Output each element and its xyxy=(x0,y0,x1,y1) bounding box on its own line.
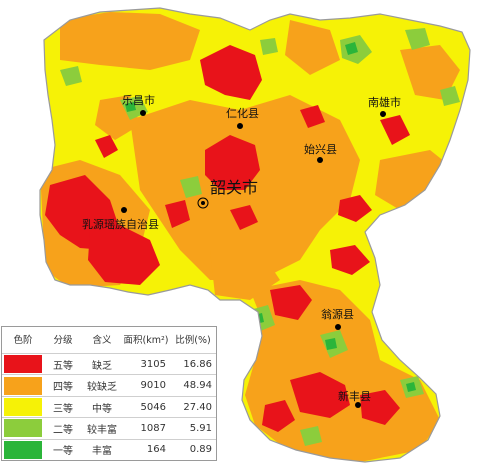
legend-grade: 四等 xyxy=(44,374,82,397)
legend-grade: 五等 xyxy=(44,353,82,376)
legend-row: 三等 中等 5046 27.40 xyxy=(2,396,216,419)
legend-header-area: 面积(km²) xyxy=(122,327,170,354)
nanxiong-marker xyxy=(380,111,386,117)
legend-meaning: 中等 xyxy=(82,396,122,419)
legend-ratio: 27.40 xyxy=(170,396,216,419)
legend-header-ratio: 比例(%) xyxy=(170,327,216,354)
wengyuan-marker xyxy=(335,324,341,330)
legend-area: 9010 xyxy=(122,374,170,397)
legend-ratio: 0.89 xyxy=(189,444,212,456)
legend-meaning: 丰富 xyxy=(92,446,112,458)
lechang-label: 乐昌市 xyxy=(122,93,155,107)
capital-marker xyxy=(201,201,205,205)
capital-marker-ring xyxy=(197,197,209,209)
legend-swatch-grade1 xyxy=(4,440,42,459)
renhua-marker xyxy=(237,123,243,129)
places-layer: 乐昌市 仁化县 南雄市 始兴县 韶关市 乳源瑶族自治县 翁源县 新丰县 xyxy=(82,93,401,408)
lechang-marker xyxy=(140,110,146,116)
legend-swatch-grade3 xyxy=(4,398,42,417)
shixing-marker xyxy=(317,157,323,163)
legend-header-swatch: 色阶 xyxy=(2,327,44,354)
legend-header-meaning: 含义 xyxy=(82,327,122,354)
nanxiong-label: 南雄市 xyxy=(368,95,401,109)
legend-ratio: 5.91 xyxy=(170,417,216,440)
legend-area: 164 xyxy=(146,444,166,456)
legend-area: 3105 xyxy=(122,353,170,376)
renhua-label: 仁化县 xyxy=(226,106,259,120)
xinfeng-label: 新丰县 xyxy=(338,389,371,403)
legend-grade: 二等 xyxy=(44,417,82,440)
legend-row: 五等 缺乏 3105 16.86 xyxy=(2,353,216,376)
legend-meaning: 较丰富 xyxy=(82,417,122,440)
xinfeng-marker xyxy=(355,402,361,408)
legend-area: 5046 xyxy=(122,396,170,419)
legend-row: 二等 较丰富 1087 5.91 xyxy=(2,417,216,440)
legend-swatch-grade2 xyxy=(4,419,42,438)
legend-ratio: 16.86 xyxy=(170,353,216,376)
legend-swatch-grade4 xyxy=(4,376,42,395)
legend-grade: 三等 xyxy=(44,396,82,419)
capital-label: 韶关市 xyxy=(210,178,258,197)
wengyuan-label: 翁源县 xyxy=(321,307,354,321)
legend-swatch-grade5 xyxy=(4,355,42,374)
legend-table: 色阶 分级 含义 面积(km²) 比例(%) 五等 缺乏 3105 16.86 … xyxy=(1,326,217,461)
grade5-zones xyxy=(45,45,410,432)
legend-grade: 一等 xyxy=(53,446,73,458)
legend-meaning: 缺乏 xyxy=(82,353,122,376)
legend-ratio: 48.94 xyxy=(170,374,216,397)
legend-meaning: 较缺乏 xyxy=(82,374,122,397)
legend-area: 1087 xyxy=(122,417,170,440)
shixing-label: 始兴县 xyxy=(304,142,337,156)
legend-header-row: 色阶 分级 含义 面积(km²) 比例(%) xyxy=(2,327,216,354)
legend-header-grade: 分级 xyxy=(44,327,82,354)
ruyuan-marker xyxy=(121,207,127,213)
ruyuan-label: 乳源瑶族自治县 xyxy=(82,217,159,231)
legend-row: 一等 丰富 164 0.89 xyxy=(2,439,216,460)
legend-row: 四等 较缺乏 9010 48.94 xyxy=(2,374,216,397)
